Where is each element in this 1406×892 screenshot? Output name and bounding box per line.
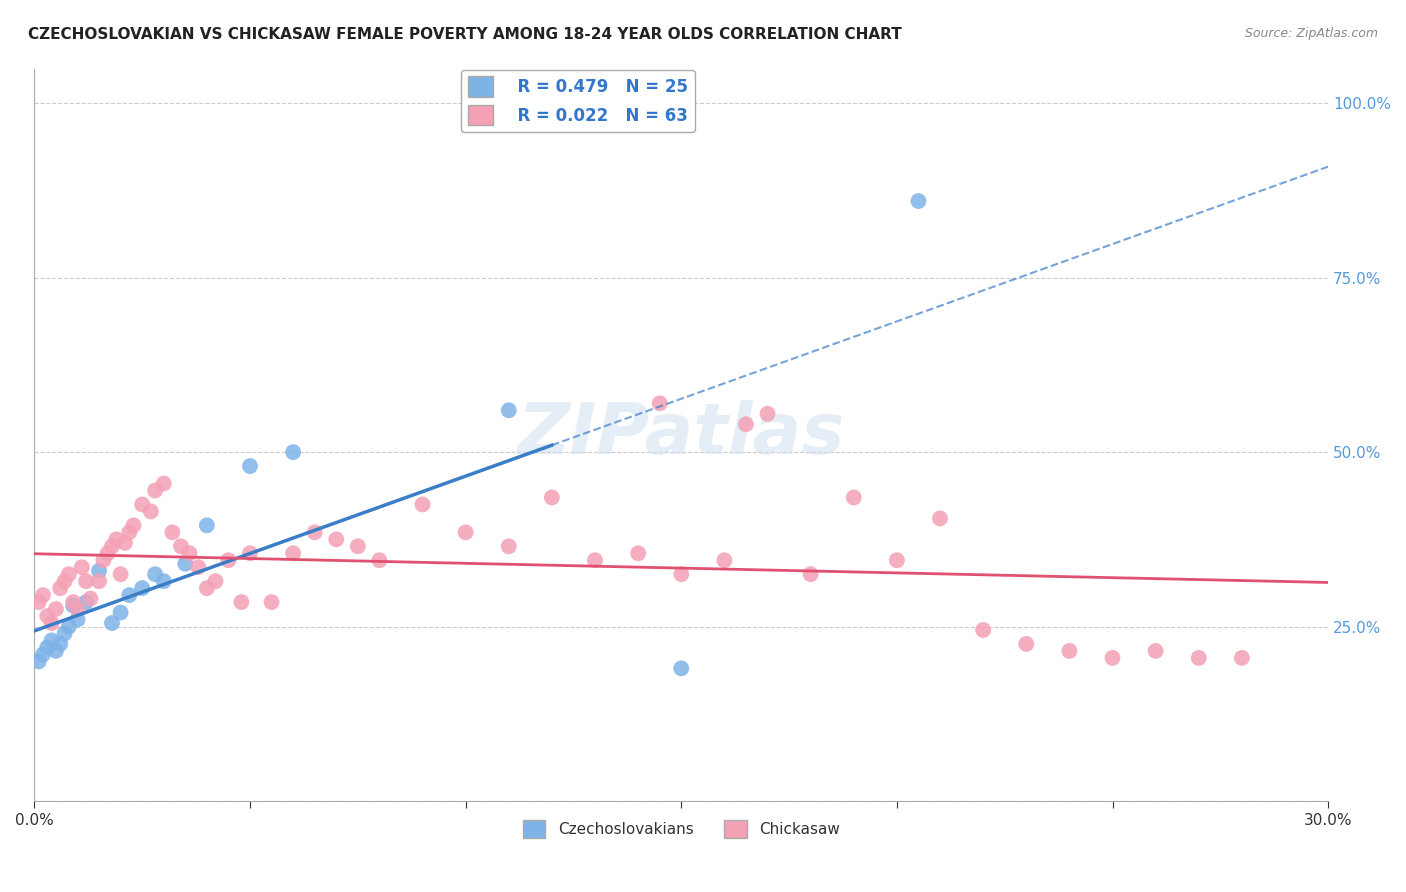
Point (66, 613, 89, 627)
Point (412, 498, 434, 512)
Point (842, 491, 865, 505)
Point (162, 525, 184, 540)
Point (1059, 644, 1081, 658)
Legend: Czechoslovakians, Chickasaw: Czechoslovakians, Chickasaw (516, 814, 846, 845)
Point (101, 615, 124, 630)
Point (1101, 651, 1123, 665)
Point (105, 533, 128, 547)
Point (152, 476, 174, 491)
Point (671, 567, 693, 582)
Point (260, 595, 283, 609)
Point (118, 525, 141, 540)
Point (110, 567, 132, 582)
Point (28, 595, 51, 609)
Point (41, 633, 63, 648)
Point (58, 567, 80, 582)
Point (756, 407, 779, 421)
Point (346, 539, 368, 553)
Point (1144, 644, 1167, 658)
Point (28, 654, 51, 668)
Point (45, 644, 67, 658)
Point (37, 609, 59, 624)
Point (131, 581, 153, 595)
Point (627, 546, 650, 560)
Point (735, 417, 758, 432)
Point (204, 574, 226, 589)
Point (1230, 651, 1253, 665)
Point (32, 588, 55, 602)
Point (37, 640, 59, 655)
Point (66, 602, 89, 616)
Point (97, 546, 120, 560)
Point (53, 574, 76, 589)
Point (139, 504, 162, 518)
Point (195, 581, 218, 595)
Point (498, 403, 520, 417)
Point (929, 511, 952, 525)
Point (75, 595, 97, 609)
Point (1188, 651, 1211, 665)
Point (498, 539, 520, 553)
Point (110, 606, 132, 620)
Point (101, 539, 124, 553)
Point (114, 536, 136, 550)
Point (886, 553, 908, 567)
Point (231, 595, 253, 609)
Point (143, 567, 166, 582)
Point (87, 564, 110, 578)
Point (49, 581, 72, 595)
Text: CZECHOSLOVAKIAN VS CHICKASAW FEMALE POVERTY AMONG 18-24 YEAR OLDS CORRELATION CH: CZECHOSLOVAKIAN VS CHICKASAW FEMALE POVE… (28, 27, 901, 42)
Point (174, 557, 197, 571)
Point (187, 560, 209, 574)
Point (58, 619, 80, 633)
Text: Source: ZipAtlas.com: Source: ZipAtlas.com (1244, 27, 1378, 40)
Point (70, 560, 93, 574)
Point (143, 483, 166, 498)
Point (87, 574, 110, 589)
Point (239, 546, 262, 560)
Point (583, 553, 606, 567)
Text: ZIPatlas: ZIPatlas (517, 401, 845, 469)
Point (170, 539, 193, 553)
Point (179, 546, 201, 560)
Point (217, 553, 239, 567)
Point (368, 553, 391, 567)
Point (93, 553, 115, 567)
Point (239, 459, 262, 474)
Point (541, 491, 564, 505)
Point (648, 396, 671, 410)
Point (800, 567, 823, 582)
Point (152, 574, 174, 589)
Point (304, 525, 326, 540)
Point (972, 623, 994, 637)
Point (131, 498, 153, 512)
Point (53, 626, 76, 640)
Point (75, 574, 97, 589)
Point (713, 553, 735, 567)
Point (195, 518, 218, 533)
Point (454, 525, 477, 540)
Point (62, 595, 84, 609)
Point (45, 602, 67, 616)
Point (281, 546, 304, 560)
Point (325, 533, 347, 547)
Point (32, 648, 55, 662)
Point (1015, 637, 1038, 651)
Point (671, 661, 693, 675)
Point (281, 445, 304, 459)
Point (122, 518, 145, 533)
Point (49, 637, 72, 651)
Point (41, 615, 63, 630)
Point (62, 599, 84, 613)
Point (79, 591, 101, 606)
Point (907, 194, 929, 208)
Point (118, 588, 141, 602)
